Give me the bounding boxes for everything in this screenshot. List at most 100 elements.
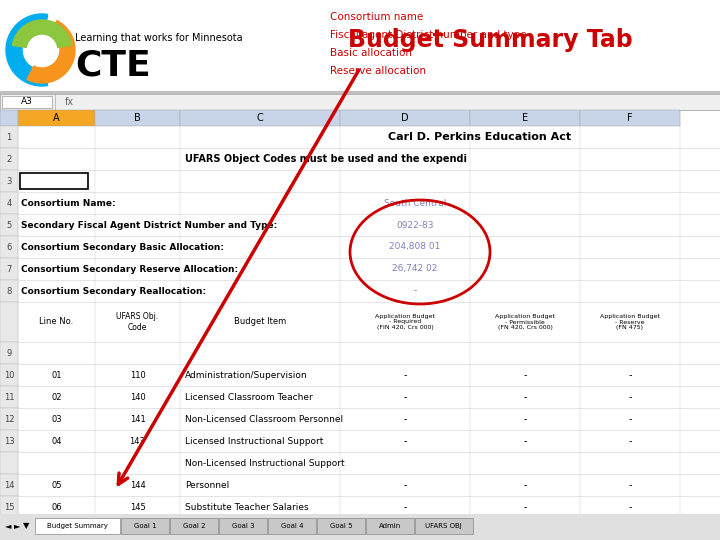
Bar [0,170,720,192]
Text: -: - [523,414,527,424]
Text: Application Budget
- Permissible
(FN 420, Crs 000): Application Budget - Permissible (FN 420… [495,314,555,330]
Text: -: - [629,480,631,490]
Text: C: C [256,113,264,123]
Text: Reserve allocation: Reserve allocation [330,66,426,76]
Bar [0,364,18,386]
Bar [0,430,18,452]
Bar [0,94,720,110]
Text: 8: 8 [6,287,12,295]
Text: 15: 15 [4,503,14,511]
Text: 140: 140 [130,393,145,402]
Text: Fiscal agent District number and type: Fiscal agent District number and type [330,30,526,40]
Text: A3: A3 [21,98,33,106]
Text: 144: 144 [130,481,145,489]
Text: 02: 02 [51,393,62,402]
Text: Carl D. Perkins Education Act: Carl D. Perkins Education Act [388,132,572,142]
Text: Non-Licensed Classroom Personnel: Non-Licensed Classroom Personnel [185,415,343,423]
Bar [0,214,720,236]
Bar [219,518,267,534]
Text: Secondary Fiscal Agent District Number and Type:: Secondary Fiscal Agent District Number a… [21,220,277,230]
Text: Licensed Instructional Support: Licensed Instructional Support [185,436,323,446]
Text: Licensed Classroom Teacher: Licensed Classroom Teacher [185,393,312,402]
Text: -: - [629,370,631,380]
Bar [0,408,18,430]
Bar [0,430,720,452]
Text: Learning that works for Minnesota: Learning that works for Minnesota [75,33,243,43]
Text: UFARS Object Codes must be used and the expendi: UFARS Object Codes must be used and the … [185,154,467,164]
Text: 143: 143 [130,436,145,446]
Bar [0,342,720,364]
Text: -: - [403,414,407,424]
Text: 141: 141 [130,415,145,423]
Bar [0,474,720,496]
Text: Goal 2: Goal 2 [183,523,205,529]
Text: 0922-83: 0922-83 [396,220,433,230]
Text: Budget Summary: Budget Summary [47,523,108,529]
Text: -: - [629,436,631,446]
Bar [0,280,18,302]
Text: 05: 05 [51,481,62,489]
Bar [0,342,18,364]
Text: -: - [403,480,407,490]
Bar [0,280,720,302]
Text: 4: 4 [6,199,12,207]
Bar [0,452,720,474]
Text: Goal 5: Goal 5 [330,523,352,529]
Text: Goal 3: Goal 3 [232,523,254,529]
Text: Budget Item: Budget Item [234,318,286,327]
Bar [0,302,18,342]
Polygon shape [12,20,71,48]
Bar [0,514,720,540]
Text: Goal 1: Goal 1 [134,523,156,529]
Text: South Central: South Central [384,199,446,207]
Bar [0,518,18,540]
Text: -: - [403,436,407,446]
Bar [0,192,720,214]
Bar [0,258,18,280]
Text: Consortium Secondary Reserve Allocation:: Consortium Secondary Reserve Allocation: [21,265,238,273]
Text: 9: 9 [6,348,12,357]
Bar [20,173,88,189]
Text: ◄: ◄ [5,522,12,530]
Bar [0,236,720,258]
Text: Basic allocation: Basic allocation [330,48,412,58]
Text: 204,808 01: 204,808 01 [390,242,441,252]
Bar [268,518,316,534]
Text: Consortium Secondary Reallocation:: Consortium Secondary Reallocation: [21,287,206,295]
Text: Application Budget
- Reserve
(FN 475): Application Budget - Reserve (FN 475) [600,314,660,330]
Bar [0,0,720,90]
Text: 3: 3 [6,177,12,186]
Bar [0,192,18,214]
Text: -: - [523,436,527,446]
Bar [0,496,720,518]
Bar [0,302,720,342]
Text: fx: fx [65,97,74,107]
Text: Personnel: Personnel [185,481,229,489]
Text: -: - [413,287,417,295]
Text: A: A [53,113,60,123]
Bar [35,518,120,534]
Bar [0,91,720,94]
Bar [121,518,169,534]
Text: 2: 2 [6,154,12,164]
Bar [0,258,720,280]
Bar [580,110,680,126]
Bar [0,148,18,170]
Bar [415,518,472,534]
Text: -: - [629,502,631,512]
Bar [0,386,18,408]
Bar [0,236,18,258]
Bar [317,518,365,534]
Bar [366,518,414,534]
Text: Consortium name: Consortium name [330,12,423,22]
Bar [0,110,18,126]
Polygon shape [27,21,75,83]
Text: Non-Licensed Instructional Support: Non-Licensed Instructional Support [185,458,345,468]
Text: -: - [523,370,527,380]
Text: Substitute Teacher Salaries: Substitute Teacher Salaries [185,503,309,511]
Text: Application Budget
- Required
(FIN 420, Crs 000): Application Budget - Required (FIN 420, … [375,314,435,330]
Text: -: - [629,414,631,424]
Text: 06: 06 [51,503,62,511]
Text: -: - [523,502,527,512]
Bar [2,96,52,108]
